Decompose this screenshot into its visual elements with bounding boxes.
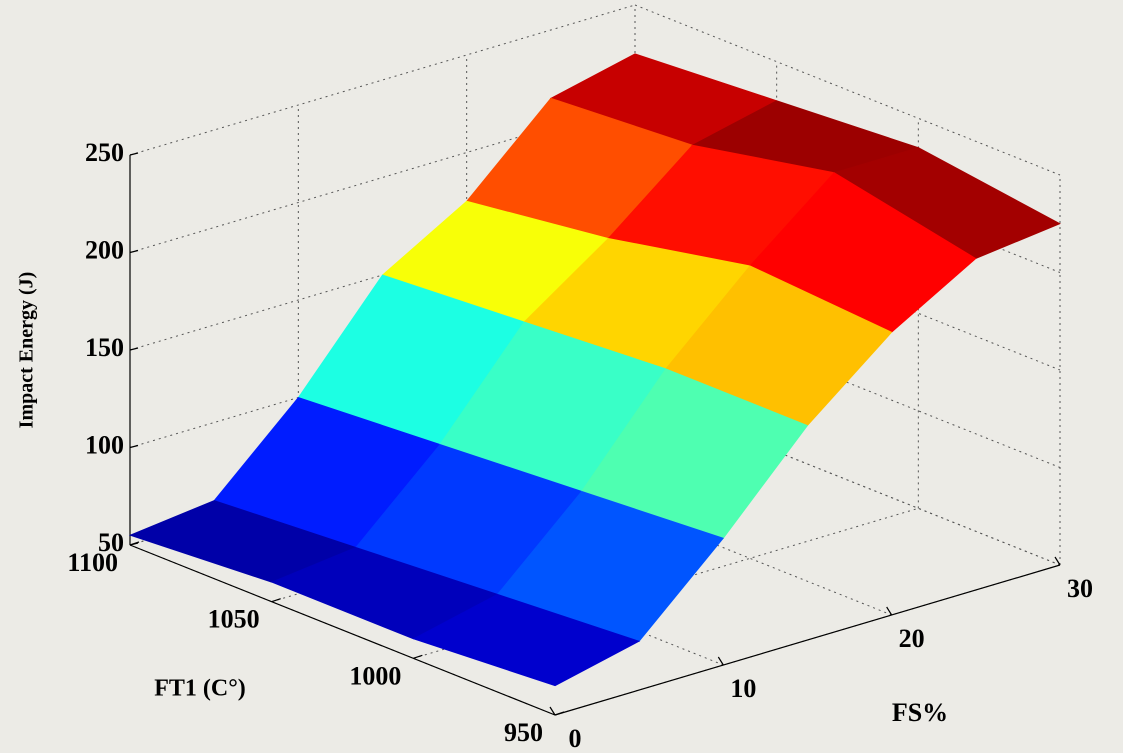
- z-tick-label: 150: [85, 333, 124, 362]
- y-tick-label: 1000: [349, 661, 401, 690]
- y-axis: [129, 544, 556, 716]
- y-tick: [413, 654, 423, 659]
- x-tick: [717, 656, 724, 666]
- y-tick-label: 950: [504, 718, 543, 747]
- grid-line: [413, 507, 919, 659]
- z-tick-label: 200: [85, 235, 124, 264]
- x-tick-label: 0: [569, 724, 582, 753]
- y-tick: [271, 598, 281, 603]
- x-tick: [549, 706, 556, 716]
- x-tick: [886, 606, 893, 616]
- x-axis-label: FS%: [892, 698, 948, 727]
- x-tick-label: 10: [730, 674, 756, 703]
- y-axis-label: FT1 (C°): [154, 676, 246, 702]
- x-tick-label: 30: [1067, 574, 1093, 603]
- y-tick-label: 1100: [67, 548, 118, 577]
- grid-line: [634, 297, 1061, 468]
- y-tick: [554, 711, 565, 716]
- grid-line: [129, 4, 636, 156]
- z-tick: [129, 444, 139, 449]
- surface-patch: [412, 593, 641, 687]
- grid-line: [634, 4, 1061, 176]
- x-axis: [554, 564, 1061, 716]
- y-tick: [129, 541, 140, 546]
- z-tick: [129, 347, 139, 351]
- z-tick-label: 50: [98, 528, 124, 557]
- x-tick: [1054, 556, 1061, 566]
- y-tick-label: 1050: [208, 605, 260, 634]
- grid-line: [634, 394, 1061, 566]
- z-axis-label: Impact Energy (J): [16, 272, 38, 429]
- z-tick-label: 100: [85, 430, 124, 459]
- z-tick-label: 250: [85, 138, 124, 167]
- x-tick-label: 20: [899, 624, 925, 653]
- z-tick: [129, 249, 139, 254]
- z-tick: [129, 152, 139, 156]
